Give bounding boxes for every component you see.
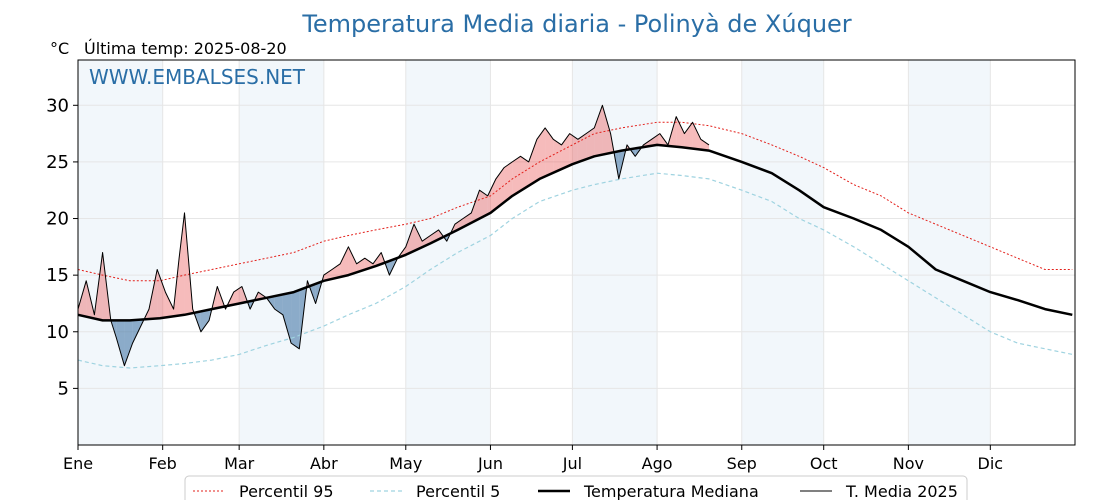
month-band <box>405 60 491 445</box>
month-band <box>78 60 163 445</box>
month-band <box>908 60 991 445</box>
anomaly-area <box>413 224 423 251</box>
month-band <box>239 60 324 445</box>
y-tick-label: 5 <box>58 378 69 399</box>
anomaly-area <box>602 105 611 155</box>
anomaly-area <box>692 122 701 150</box>
anomaly-area <box>78 280 87 317</box>
x-tick-label: May <box>389 454 422 473</box>
watermark: WWW.EMBALSES.NET <box>89 65 306 89</box>
anomaly-area <box>157 269 166 319</box>
anomaly-area <box>124 320 133 366</box>
anomaly-area <box>165 292 174 318</box>
y-tick-label: 30 <box>46 95 69 116</box>
month-band <box>741 60 824 445</box>
anomaly-area <box>577 133 587 163</box>
anomaly-area <box>684 122 693 149</box>
y-tick-label: 10 <box>46 322 69 343</box>
anomaly-area <box>594 105 603 157</box>
series-line-percentil-5 <box>77 172 1073 369</box>
x-tick-label: Sep <box>727 454 757 473</box>
y-axis: 5 10 15 20 25 30 <box>46 95 78 399</box>
x-tick-label: Dic <box>978 454 1004 473</box>
unit-label: °C <box>50 39 69 58</box>
x-tick-label: Jun <box>477 454 503 473</box>
legend-label: Percentil 95 <box>239 482 334 500</box>
y-tick-label: 20 <box>46 209 69 230</box>
anomaly-area <box>291 290 300 349</box>
anomaly-area <box>569 133 578 166</box>
anomaly-area <box>545 127 554 177</box>
anomaly-area <box>200 309 210 332</box>
series-lines <box>77 104 1073 369</box>
anomaly-area <box>116 320 125 366</box>
anomaly-area <box>471 190 480 223</box>
series-line-percentil-95 <box>77 121 1073 282</box>
legend-box <box>184 475 968 500</box>
x-tick-label: Oct <box>810 454 838 473</box>
anomaly-area <box>179 212 185 316</box>
anomaly-area <box>282 292 292 344</box>
x-tick-label: Nov <box>893 454 924 473</box>
anomaly-area <box>700 139 709 151</box>
y-tick-label: 15 <box>46 265 69 286</box>
anomaly-area <box>149 269 158 319</box>
anomaly-area <box>332 263 341 279</box>
anomaly-area <box>340 246 349 278</box>
anomaly-area <box>676 116 685 148</box>
x-axis: Ene Feb Mar Abr May Jun Jul Ago Sep Oct Nov Dic <box>63 445 1003 473</box>
x-tick-label: Ago <box>642 454 673 473</box>
legend-label: Percentil 5 <box>416 482 500 500</box>
plot-frame <box>77 59 1076 446</box>
series-line-t-media-2025 <box>77 104 710 367</box>
month-bands <box>78 60 991 445</box>
chart-title: Temperatura Media diaria - Polinyà de Xú… <box>301 10 851 38</box>
anomaly-area <box>586 127 595 160</box>
anomaly-area <box>274 294 283 315</box>
x-tick-label: Ene <box>63 454 93 473</box>
anomaly-area <box>132 319 141 344</box>
anomaly-area <box>348 246 357 276</box>
anomaly-area <box>323 269 333 281</box>
legend-label: T. Media 2025 <box>845 482 958 500</box>
anomaly-area <box>528 139 537 186</box>
x-tick-label: Abr <box>310 454 338 473</box>
x-tick-label: Jul <box>562 454 582 473</box>
month-band <box>572 60 658 445</box>
legend-label: Temperatura Mediana <box>583 482 759 500</box>
anomaly-area <box>487 178 496 215</box>
anomaly-area <box>405 224 414 255</box>
anomaly-area <box>553 139 562 173</box>
anomaly-area <box>504 161 513 203</box>
anomaly-area <box>356 258 365 273</box>
x-tick-label: Feb <box>149 454 177 473</box>
anomaly-area <box>536 127 546 181</box>
y-tick-label: 25 <box>46 152 69 173</box>
last-temp-label: Última temp: 2025-08-20 <box>84 39 287 58</box>
x-tick-label: Mar <box>224 454 255 473</box>
anomaly-area <box>651 133 660 146</box>
series-line-temperatura-mediana <box>77 143 1073 322</box>
anomaly-area <box>520 156 529 191</box>
legend: Percentil 95 Percentil 5 Temperatura Media… <box>184 475 968 500</box>
